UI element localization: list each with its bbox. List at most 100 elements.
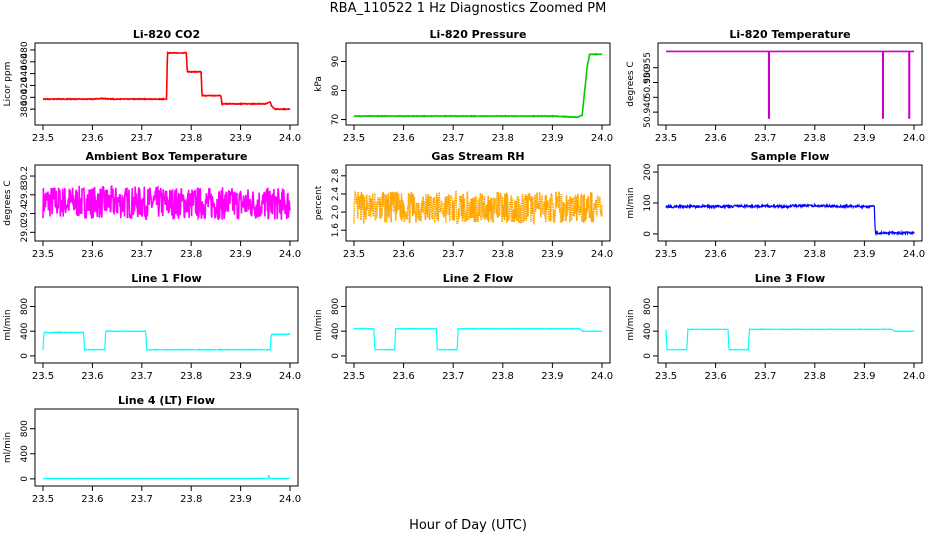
- y-axis-label: ml/min: [3, 309, 13, 340]
- x-tick-label: 23.9: [229, 371, 251, 382]
- plot-frame: [34, 286, 299, 364]
- x-tick-label: 24.0: [279, 371, 301, 382]
- y-axis-label: ml/min: [3, 432, 13, 463]
- y-tick-label: 29.4: [20, 203, 30, 223]
- x-tick-label: 23.9: [229, 494, 251, 505]
- plot-frame: [34, 164, 299, 242]
- data-series-line: [665, 328, 915, 351]
- x-tick-label: 23.5: [655, 371, 677, 382]
- panel-title: Line 3 Flow: [755, 272, 825, 285]
- x-tick-label: 23.7: [131, 249, 153, 260]
- x-tick-label: 23.5: [32, 249, 54, 260]
- x-tick-label: 23.5: [343, 133, 365, 144]
- panel-title: Li-820 Temperature: [729, 28, 850, 41]
- x-tick-label: 23.6: [704, 371, 726, 382]
- x-tick-label: 23.8: [180, 371, 202, 382]
- panel-p6: Sample Flow ml/min 23.5 23.6 23.7 23.8 23.9 24.…: [626, 150, 925, 260]
- data-series-line: [353, 327, 603, 351]
- y-axis-label: percent: [314, 185, 324, 220]
- plot-frame: [345, 286, 611, 364]
- x-tick-label: 23.7: [442, 249, 464, 260]
- data-series-line: [665, 202, 915, 237]
- x-tick-label: 23.8: [804, 371, 826, 382]
- x-tick-label: 23.8: [180, 494, 202, 505]
- y-tick-label: 50.955: [643, 52, 653, 84]
- y-tick-label: 29.0: [20, 222, 30, 242]
- y-tick-label: 70: [331, 114, 341, 126]
- plot-frame: [345, 42, 611, 126]
- x-tick-label: 23.5: [32, 371, 54, 382]
- y-tick-label: 1.6: [331, 223, 341, 238]
- x-tick-label: 23.6: [81, 249, 103, 260]
- panel-title: Li-820 CO2: [133, 28, 200, 41]
- y-tick-label: 800: [643, 298, 653, 315]
- plot-frame: [34, 408, 299, 487]
- y-tick-label: 30.2: [20, 166, 30, 186]
- y-tick-label: 2.0: [331, 205, 341, 220]
- x-tick-label: 24.0: [279, 494, 301, 505]
- y-tick-label: 460: [20, 53, 30, 70]
- data-series-line: [353, 189, 603, 226]
- x-tick-label: 23.7: [131, 371, 153, 382]
- x-tick-label: 24.0: [591, 371, 613, 382]
- panel-title: Line 1 Flow: [131, 272, 201, 285]
- x-tick-label: 23.8: [804, 249, 826, 260]
- y-tick-label: 400: [643, 322, 653, 339]
- x-tick-label: 23.8: [180, 249, 202, 260]
- panel-title: Line 4 (LT) Flow: [118, 394, 215, 407]
- y-tick-label: 2.8: [331, 168, 341, 183]
- x-tick-label: 23.6: [392, 133, 414, 144]
- x-tick-label: 24.0: [903, 133, 925, 144]
- y-tick-label: 200: [643, 163, 653, 180]
- plot-frame: [657, 42, 923, 126]
- x-tick-label: 24.0: [903, 249, 925, 260]
- x-tick-label: 24.0: [903, 371, 925, 382]
- x-tick-label: 23.9: [541, 133, 563, 144]
- data-series-line: [42, 474, 291, 480]
- x-tick-label: 23.5: [655, 249, 677, 260]
- x-tick-label: 23.5: [32, 494, 54, 505]
- x-tick-label: 23.6: [704, 249, 726, 260]
- panel-title: Sample Flow: [751, 150, 830, 163]
- y-tick-label: 50.940: [643, 96, 653, 128]
- x-tick-label: 23.7: [131, 494, 153, 505]
- panel-p9: Line 3 Flow ml/min 23.5 23.6 23.7 23.8 23.9 24.…: [626, 272, 925, 382]
- x-tick-label: 23.7: [131, 133, 153, 144]
- panel-p1: Li-820 CO2 Licor ppm 23.5 23.6 23.7 23.8 23.9 2…: [3, 28, 301, 144]
- y-axis-label: degrees C: [626, 61, 636, 106]
- panel-p4: Ambient Box Temperature degrees C 23.5 23.6…: [3, 150, 301, 260]
- x-tick-label: 23.7: [754, 133, 776, 144]
- x-tick-label: 24.0: [279, 133, 301, 144]
- y-tick-label: 100: [643, 194, 653, 211]
- panel-title: Gas Stream RH: [431, 150, 524, 163]
- x-axis-label: Hour of Day (UTC): [409, 518, 527, 533]
- y-tick-label: 0: [20, 476, 30, 482]
- data-series-line: [666, 50, 914, 119]
- x-tick-label: 23.9: [853, 249, 875, 260]
- y-tick-label: 380: [20, 100, 30, 117]
- x-tick-label: 23.9: [229, 249, 251, 260]
- x-tick-label: 23.6: [81, 494, 103, 505]
- y-tick-label: 29.8: [20, 185, 30, 205]
- x-tick-label: 23.9: [541, 249, 563, 260]
- x-tick-label: 23.6: [392, 249, 414, 260]
- x-tick-label: 23.7: [442, 371, 464, 382]
- panel-p7: Line 1 Flow ml/min 23.5 23.6 23.7 23.8 23.9 24.…: [3, 272, 301, 382]
- panel-title: Li-820 Pressure: [430, 28, 527, 41]
- y-axis-label: ml/min: [314, 309, 324, 340]
- y-tick-label: 0: [20, 353, 30, 359]
- y-axis-label: degrees C: [3, 180, 13, 225]
- y-tick-label: 0: [643, 353, 653, 359]
- y-tick-label: 800: [331, 298, 341, 315]
- x-tick-label: 23.8: [180, 133, 202, 144]
- x-tick-label: 23.9: [541, 371, 563, 382]
- data-series-line: [353, 52, 603, 119]
- y-tick-label: 400: [331, 322, 341, 339]
- x-tick-label: 24.0: [591, 133, 613, 144]
- y-tick-label: 800: [20, 420, 30, 437]
- y-tick-label: 440: [20, 65, 30, 82]
- panel-title: Line 2 Flow: [443, 272, 513, 285]
- x-tick-label: 23.6: [81, 371, 103, 382]
- y-axis-label: ml/min: [626, 187, 636, 218]
